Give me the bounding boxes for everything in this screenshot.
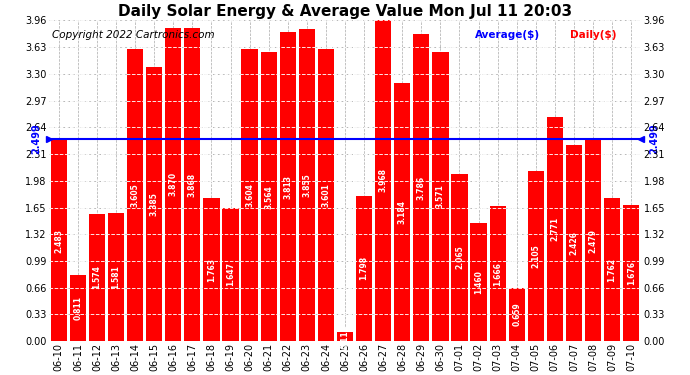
Text: 2.479: 2.479 [589, 229, 598, 253]
Text: 2.483: 2.483 [55, 229, 63, 253]
Text: 1.581: 1.581 [112, 265, 121, 289]
Text: 1.460: 1.460 [474, 270, 483, 294]
Text: 2.065: 2.065 [455, 246, 464, 269]
Bar [451, 174, 468, 341]
Text: 3.855: 3.855 [302, 173, 311, 197]
Text: 3.564: 3.564 [264, 185, 273, 209]
Bar [337, 332, 353, 341]
Bar [222, 208, 239, 341]
Bar [433, 52, 448, 341]
Bar [413, 34, 429, 341]
Bar [394, 83, 411, 341]
Text: Average($): Average($) [475, 30, 540, 40]
Bar [585, 140, 601, 341]
Bar [528, 171, 544, 341]
Bar [184, 28, 201, 341]
Bar [241, 49, 257, 341]
Text: Copyright 2022 Cartronics.com: Copyright 2022 Cartronics.com [52, 30, 215, 40]
Bar [279, 32, 296, 341]
Text: 3.813: 3.813 [284, 175, 293, 199]
Text: 2.499: 2.499 [649, 123, 659, 154]
Text: 2.426: 2.426 [569, 231, 578, 255]
Text: 3.604: 3.604 [245, 183, 254, 207]
Text: 0.114: 0.114 [340, 325, 350, 348]
Text: 1.798: 1.798 [359, 256, 368, 280]
Bar [204, 198, 219, 341]
Bar [623, 206, 640, 341]
Text: 1.763: 1.763 [207, 258, 216, 282]
Text: 0.659: 0.659 [512, 303, 521, 326]
Text: 3.868: 3.868 [188, 172, 197, 196]
Bar [70, 276, 86, 341]
Bar [566, 145, 582, 341]
Bar [546, 117, 563, 341]
Bar [471, 223, 486, 341]
Text: 2.105: 2.105 [531, 244, 540, 268]
Text: 1.676: 1.676 [627, 261, 635, 285]
Text: 3.786: 3.786 [417, 176, 426, 200]
Bar [127, 49, 144, 341]
Text: 3.968: 3.968 [379, 168, 388, 192]
Title: Daily Solar Energy & Average Value Mon Jul 11 20:03: Daily Solar Energy & Average Value Mon J… [118, 4, 572, 19]
Text: 1.574: 1.574 [92, 266, 101, 290]
Bar [375, 20, 391, 341]
Bar [489, 206, 506, 341]
Text: 3.385: 3.385 [150, 192, 159, 216]
Bar [50, 140, 67, 341]
Text: 2.499: 2.499 [31, 123, 41, 154]
Text: Daily($): Daily($) [570, 30, 616, 40]
Text: 1.666: 1.666 [493, 262, 502, 286]
Text: 3.601: 3.601 [322, 183, 331, 207]
Text: 3.870: 3.870 [169, 172, 178, 196]
Bar [89, 214, 105, 341]
Bar [299, 29, 315, 341]
Bar [318, 50, 334, 341]
Text: 2.771: 2.771 [551, 217, 560, 241]
Bar [165, 28, 181, 341]
Bar [146, 67, 162, 341]
Bar [108, 213, 124, 341]
Text: 3.571: 3.571 [436, 184, 445, 209]
Text: 1.762: 1.762 [608, 258, 617, 282]
Text: 3.605: 3.605 [130, 183, 139, 207]
Bar [261, 53, 277, 341]
Text: 1.647: 1.647 [226, 262, 235, 286]
Text: 3.184: 3.184 [397, 200, 406, 224]
Bar [509, 288, 525, 341]
Bar [604, 198, 620, 341]
Text: 0.811: 0.811 [73, 296, 82, 320]
Bar [356, 195, 372, 341]
